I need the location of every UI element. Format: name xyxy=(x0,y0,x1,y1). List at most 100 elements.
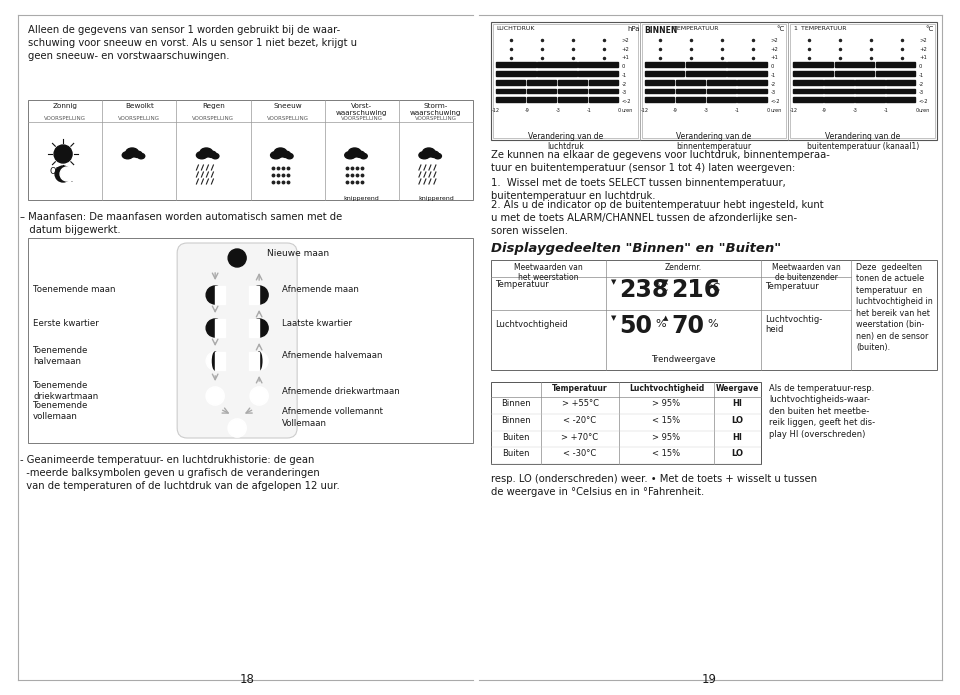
Ellipse shape xyxy=(275,148,287,157)
Bar xyxy=(215,319,226,337)
Text: -12: -12 xyxy=(789,108,798,113)
Text: 2. Als u de indicator op de buitentemperatuur hebt ingesteld, kunt
u met de toet: 2. Als u de indicator op de buitentemper… xyxy=(491,200,824,236)
Text: -1: -1 xyxy=(919,73,924,78)
Text: -9: -9 xyxy=(822,108,827,113)
Text: ▼: ▼ xyxy=(663,279,668,285)
Text: VOORSPELLING: VOORSPELLING xyxy=(341,116,383,121)
Text: -3: -3 xyxy=(770,90,776,95)
Text: hPa: hPa xyxy=(628,26,640,32)
Text: <-2: <-2 xyxy=(622,99,632,104)
Text: Verandering van de
luchtdruk: Verandering van de luchtdruk xyxy=(528,132,603,152)
Circle shape xyxy=(251,319,268,337)
Text: Alleen de gegevens van sensor 1 worden gebruikt bij de waar-
schuwing voor sneeu: Alleen de gegevens van sensor 1 worden g… xyxy=(28,25,357,61)
Text: 18: 18 xyxy=(240,673,254,686)
Text: 216: 216 xyxy=(671,278,720,302)
Bar xyxy=(645,97,674,102)
Ellipse shape xyxy=(430,151,439,158)
Text: knipperend: knipperend xyxy=(418,196,454,201)
Bar xyxy=(793,71,833,76)
Text: Luchtvochtigheid: Luchtvochtigheid xyxy=(495,320,567,329)
Text: -9: -9 xyxy=(673,108,678,113)
Text: Verandering van de
buitentemperatuur (kanaal1): Verandering van de buitentemperatuur (ka… xyxy=(806,132,919,152)
Bar xyxy=(250,286,259,304)
Text: 1: 1 xyxy=(793,26,797,31)
Bar xyxy=(793,97,823,102)
Bar xyxy=(28,100,473,200)
Circle shape xyxy=(251,352,268,370)
Text: 0: 0 xyxy=(919,64,923,69)
Text: -12: -12 xyxy=(492,108,500,113)
Bar xyxy=(645,80,674,85)
Text: > +70°C: > +70°C xyxy=(562,432,599,441)
Ellipse shape xyxy=(360,154,368,158)
Text: VOORSPELLING: VOORSPELLING xyxy=(192,116,234,121)
Bar xyxy=(588,80,618,85)
Bar xyxy=(538,63,577,67)
Circle shape xyxy=(54,145,72,163)
Text: -9: -9 xyxy=(524,108,529,113)
Text: Toenemende
driekwartmaan: Toenemende driekwartmaan xyxy=(33,382,98,401)
Bar xyxy=(793,80,823,85)
Bar xyxy=(496,63,536,67)
Circle shape xyxy=(206,387,224,405)
Text: VOORSPELLING: VOORSPELLING xyxy=(118,116,160,121)
Text: >2: >2 xyxy=(919,38,926,43)
Text: > 95%: > 95% xyxy=(653,432,681,441)
Text: 0: 0 xyxy=(622,64,625,69)
Bar xyxy=(737,88,767,93)
Bar xyxy=(790,24,935,138)
Circle shape xyxy=(60,167,74,181)
Text: +1: +1 xyxy=(919,56,926,60)
Text: HI: HI xyxy=(732,432,742,441)
Bar xyxy=(737,80,767,85)
Text: %: % xyxy=(707,319,718,329)
Text: Meetwaarden van
het weerstation: Meetwaarden van het weerstation xyxy=(515,263,583,282)
Bar xyxy=(645,71,684,76)
FancyBboxPatch shape xyxy=(178,243,298,438)
Text: uren: uren xyxy=(919,108,930,113)
Bar xyxy=(493,24,637,138)
Text: <-2: <-2 xyxy=(919,99,928,104)
Text: LO: LO xyxy=(732,416,743,425)
Text: Temperatuur: Temperatuur xyxy=(495,280,549,289)
Bar xyxy=(855,80,884,85)
Ellipse shape xyxy=(256,352,262,370)
Bar xyxy=(645,88,674,93)
Bar xyxy=(876,63,916,67)
Bar xyxy=(588,97,618,102)
Text: Afnemende halvemaan: Afnemende halvemaan xyxy=(282,352,383,361)
Circle shape xyxy=(228,249,246,267)
Ellipse shape xyxy=(126,148,138,157)
Bar xyxy=(250,319,259,337)
Text: -1: -1 xyxy=(622,73,627,78)
Text: -2: -2 xyxy=(919,81,924,87)
Text: 0: 0 xyxy=(618,108,621,113)
Text: BINNEN: BINNEN xyxy=(645,26,678,35)
Bar xyxy=(579,71,618,76)
Text: Vorst-
waarschuwing: Vorst- waarschuwing xyxy=(336,103,388,116)
Text: resp. LO (onderschreden) weer. • Met de toets + wisselt u tussen
de weergave in : resp. LO (onderschreden) weer. • Met de … xyxy=(491,474,817,497)
Text: Binnen: Binnen xyxy=(501,416,531,425)
Bar xyxy=(527,80,557,85)
Text: HI: HI xyxy=(732,399,742,408)
Text: °C: °C xyxy=(707,283,720,293)
Ellipse shape xyxy=(419,152,430,158)
Circle shape xyxy=(55,166,71,182)
Bar xyxy=(491,382,761,464)
Text: ▲: ▲ xyxy=(663,315,668,321)
Bar xyxy=(676,97,705,102)
Text: LO: LO xyxy=(732,449,743,458)
Text: VOORSPELLING: VOORSPELLING xyxy=(267,116,308,121)
Bar xyxy=(707,97,736,102)
Text: Displaygedeelten "Binnen" en "Buiten": Displaygedeelten "Binnen" en "Buiten" xyxy=(491,242,781,255)
Text: '.: '. xyxy=(69,177,73,183)
Text: Ze kunnen na elkaar de gegevens voor luchtdruk, binnentemperaa-
tuur en buitente: Ze kunnen na elkaar de gegevens voor luc… xyxy=(491,150,829,173)
Ellipse shape xyxy=(422,148,435,157)
Text: > +55°C: > +55°C xyxy=(562,399,598,408)
Text: -1: -1 xyxy=(883,108,889,113)
Bar xyxy=(737,97,767,102)
Bar xyxy=(496,71,536,76)
Text: OF: OF xyxy=(49,167,60,176)
Ellipse shape xyxy=(271,152,281,158)
Ellipse shape xyxy=(122,152,133,158)
